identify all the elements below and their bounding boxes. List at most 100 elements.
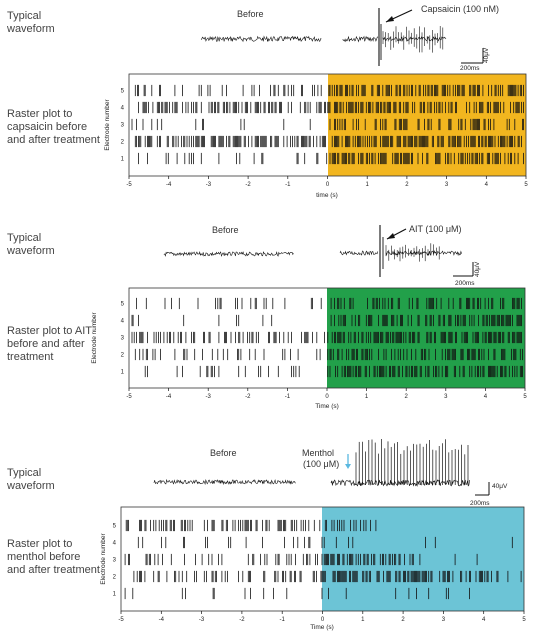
agent-label-line1: Menthol	[302, 448, 334, 458]
ait-figure: Before AIT (100 μM) 200ms 40μV 5 4 3 2 1 -5 -…	[91, 224, 527, 410]
before-trace	[163, 250, 294, 257]
x-tick-label: 5	[523, 394, 527, 400]
electrode-label: 3	[113, 558, 117, 564]
x-tick-label: -1	[285, 394, 291, 400]
x-tick-label: -2	[239, 617, 245, 623]
x-tick-label: 0	[326, 182, 330, 188]
after-trace-pre	[339, 250, 379, 256]
before-trace	[200, 35, 322, 43]
electrode-ticks: 5 4 3 2 1	[113, 524, 117, 598]
x-tick-label: 2	[405, 394, 409, 400]
y-axis-label: Electrode number	[104, 99, 111, 151]
treatment-shading	[322, 507, 524, 611]
electrode-label: 3	[121, 336, 125, 342]
raster-plot-label: Raster plot to menthol before and after …	[7, 538, 100, 576]
after-trace-post	[382, 36, 447, 42]
raster-spikes	[131, 84, 524, 165]
raster-plot-label: Raster plot to capsaicin before and afte…	[7, 108, 100, 146]
electrode-label: 4	[113, 541, 117, 547]
electrode-label: 4	[121, 106, 125, 112]
electrode-label: 5	[121, 302, 125, 308]
time-axis-ticks: -5 -4 -3 -2 -1 0 1 2 3 4 5	[126, 176, 528, 188]
x-tick-label: 4	[482, 617, 486, 623]
time-scale-label: 200ms	[455, 280, 475, 287]
x-tick-label: -5	[126, 394, 132, 400]
x-tick-label: -2	[245, 394, 251, 400]
x-tick-label: 2	[405, 182, 409, 188]
after-trace-pre	[342, 35, 379, 43]
x-tick-label: -5	[118, 617, 124, 623]
before-waveform	[153, 478, 296, 486]
x-tick-label: -5	[126, 182, 132, 188]
before-label: Before	[210, 448, 237, 458]
agent-arrowhead	[387, 233, 395, 239]
x-axis-label: Time (s)	[310, 624, 334, 631]
x-axis-label: time (s)	[316, 192, 338, 199]
after-trace-post	[385, 250, 462, 257]
electrode-label: 1	[121, 370, 125, 376]
y-axis-label: Electrode number	[100, 533, 107, 585]
x-tick-label: 0	[325, 394, 329, 400]
x-tick-label: 3	[445, 182, 449, 188]
before-waveform	[200, 35, 322, 43]
time-scale-label: 200ms	[460, 65, 480, 72]
after-waveform	[342, 8, 447, 66]
x-tick-label: 1	[365, 394, 369, 400]
x-tick-label: 4	[484, 394, 488, 400]
x-tick-label: 4	[485, 182, 489, 188]
time-scale-label: 200ms	[470, 500, 490, 507]
electrode-label: 2	[121, 353, 125, 359]
agent-label-line2: (100 μM)	[303, 459, 339, 469]
x-tick-label: -1	[280, 617, 286, 623]
x-tick-label: 5	[522, 617, 526, 623]
typical-waveform-label: Typical waveform	[7, 232, 55, 257]
x-tick-label: -3	[206, 182, 212, 188]
agent-label: AIT (100 μM)	[409, 224, 462, 234]
electrode-label: 4	[121, 319, 125, 325]
x-tick-label: -4	[166, 182, 172, 188]
x-tick-label: -1	[285, 182, 291, 188]
x-tick-label: -3	[206, 394, 212, 400]
before-waveform	[163, 250, 294, 257]
typical-waveform-label: Typical waveform	[7, 467, 55, 492]
raster-spikes	[124, 519, 522, 600]
volt-scale-label: 40μV	[474, 261, 481, 277]
electrode-ticks: 5 4 3 2 1	[121, 89, 125, 163]
raster-spikes	[131, 297, 523, 378]
before-label: Before	[212, 225, 239, 235]
x-tick-label: -3	[199, 617, 205, 623]
electrode-label: 5	[121, 89, 125, 95]
x-axis-label: Time (s)	[315, 403, 339, 410]
x-tick-label: 2	[401, 617, 405, 623]
electrode-label: 3	[121, 123, 125, 129]
x-tick-label: 5	[524, 182, 528, 188]
volt-scale-label: 40μV	[483, 47, 490, 63]
electrode-label: 1	[121, 157, 125, 163]
electrode-label: 5	[113, 524, 117, 530]
after-waveform	[330, 439, 470, 487]
x-tick-label: 1	[361, 617, 365, 623]
menthol-figure: Before Menthol (100 μM) 200ms 40μV 5 4 3 2 1…	[100, 439, 526, 631]
x-tick-label: -4	[159, 617, 165, 623]
capsaicin-figure: Before Capsaicin (100 nM) 200ms 40μV 5 4 3…	[104, 4, 528, 199]
electrode-label: 1	[113, 592, 117, 598]
menthol-panel: Typical waveform Raster plot to menthol …	[0, 425, 534, 632]
capsaicin-panel: Typical waveform Raster plot to capsaici…	[0, 0, 534, 205]
raster-plot-label: Raster plot to AIT before and after trea…	[7, 325, 92, 363]
agent-arrowhead	[345, 464, 351, 469]
y-axis-label: Electrode number	[91, 312, 98, 364]
before-trace	[153, 478, 296, 486]
x-tick-label: 3	[444, 394, 448, 400]
agent-arrowhead	[386, 16, 394, 22]
x-tick-label: 3	[442, 617, 446, 623]
electrode-ticks: 5 4 3 2 1	[121, 302, 125, 376]
after-waveform	[339, 225, 462, 277]
time-axis-ticks: -5 -4 -3 -2 -1 0 1 2 3 4 5	[118, 611, 526, 623]
agent-label: Capsaicin (100 nM)	[421, 4, 499, 14]
ait-panel: Typical waveform Raster plot to AIT befo…	[0, 215, 534, 415]
typical-waveform-label: Typical waveform	[7, 10, 55, 35]
x-tick-label: -4	[166, 394, 172, 400]
x-tick-label: 1	[366, 182, 370, 188]
x-tick-label: -2	[245, 182, 251, 188]
electrode-label: 2	[121, 140, 125, 146]
